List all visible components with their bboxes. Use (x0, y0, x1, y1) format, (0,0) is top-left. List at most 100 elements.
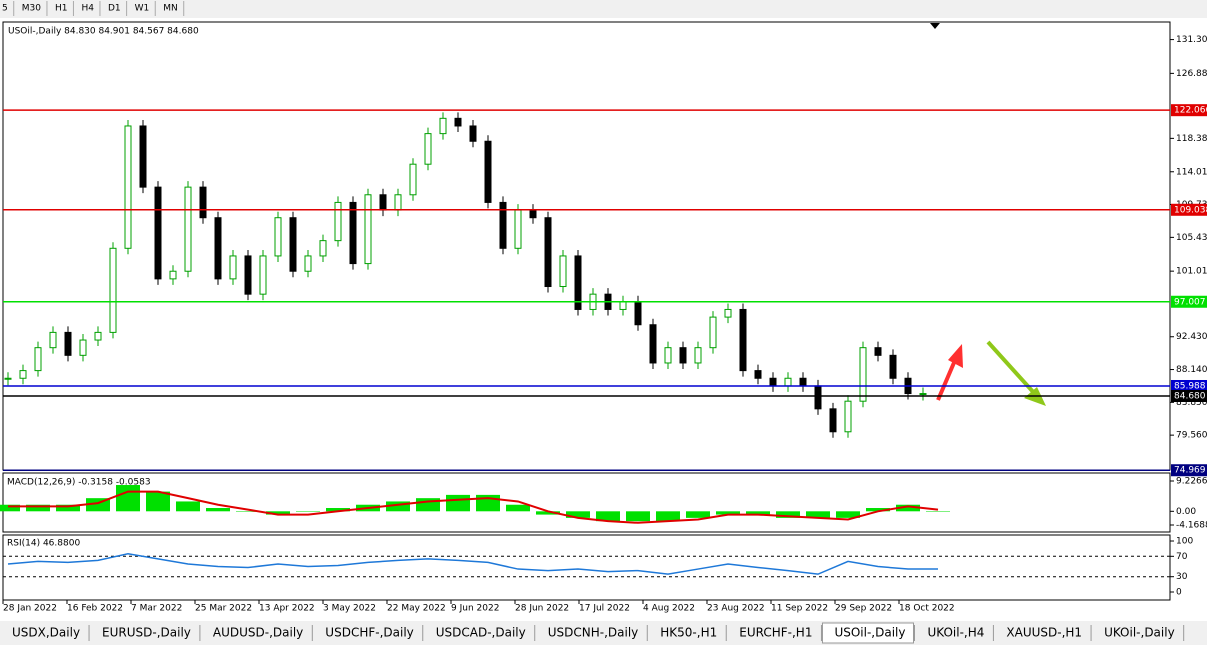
macd-bar (626, 511, 650, 522)
candle-body (574, 255, 582, 310)
macd-title: MACD(12,26,9) -0.3158 -0.0583 (7, 478, 151, 488)
y-tick-label: -4.1688 (1176, 520, 1207, 530)
macd-bar (206, 508, 230, 512)
tab[interactable]: UKOil-,H4 (927, 626, 984, 640)
candle-body (19, 370, 27, 379)
y-tick-label: 0.00 (1176, 507, 1196, 517)
y-tick-label: 30 (1176, 572, 1188, 582)
x-tick-label: 13 Apr 2022 (259, 604, 315, 614)
macd-bar (716, 511, 740, 515)
candle-body (214, 217, 222, 280)
x-tick-label: 4 Aug 2022 (643, 604, 695, 614)
tab[interactable]: HK50-,H1 (660, 626, 717, 640)
macd-bar (446, 494, 470, 512)
candle-body (409, 163, 417, 196)
tab[interactable]: EURCHF-,H1 (739, 626, 812, 640)
timeframe-button[interactable]: H4 (81, 4, 94, 14)
timeframe-button[interactable]: MN (163, 4, 178, 14)
candle-body (829, 408, 837, 433)
tab[interactable]: AUDUSD-,Daily (213, 626, 303, 640)
candle-body (349, 201, 357, 265)
candle-body (34, 347, 42, 372)
up-arrow (936, 344, 963, 401)
tab[interactable]: USDX,Daily (12, 626, 80, 640)
candle-body (529, 209, 537, 219)
tab[interactable]: USOil-,Daily (834, 626, 905, 640)
tab[interactable]: EURUSD-,Daily (102, 626, 191, 640)
candle-body (874, 347, 882, 356)
tab[interactable]: UKOil-,Daily (1104, 626, 1175, 640)
macd-bar (656, 511, 680, 522)
level-label-box (1171, 203, 1207, 216)
candle-body (289, 217, 297, 272)
candle-body (64, 331, 72, 356)
candle-body (544, 217, 552, 288)
x-tick-label: 18 Oct 2022 (899, 604, 955, 614)
chart-header: USOil-,Daily 84.830 84.901 84.567 84.680 (8, 27, 199, 37)
macd-bar (26, 504, 50, 512)
candle-body (169, 270, 177, 280)
candle-body (334, 201, 342, 242)
tab[interactable]: USDCAD-,Daily (436, 626, 526, 640)
candle-body (499, 201, 507, 249)
candle-body (49, 331, 57, 349)
x-tick-label: 16 Feb 2022 (67, 604, 123, 614)
timeframe-button[interactable]: W1 (135, 4, 150, 14)
tab-background (200, 623, 312, 643)
macd-bar (926, 511, 950, 512)
tab-background (1092, 623, 1183, 643)
candle-body (754, 370, 762, 379)
x-tick-label: 11 Sep 2022 (771, 604, 828, 614)
y-tick-label: 88.140 (1176, 365, 1207, 375)
x-tick-label: 23 Aug 2022 (707, 604, 765, 614)
timeframe-button[interactable]: H1 (55, 4, 68, 14)
macd-bar (326, 508, 350, 512)
y-tick-label: 0 (1176, 587, 1182, 597)
candle-body (484, 140, 492, 203)
tab[interactable]: USDCHF-,Daily (325, 626, 413, 640)
candle-body (79, 339, 87, 356)
tab-background (0, 623, 89, 643)
tab-background (915, 623, 993, 643)
candle-body (679, 347, 687, 364)
candle-body (274, 217, 282, 257)
candle-body (514, 209, 522, 249)
macd-signal (8, 490, 939, 524)
level-label: 97.007 (1174, 297, 1206, 307)
candle-body (709, 316, 717, 349)
x-tick-label: 9 Jun 2022 (451, 604, 499, 614)
x-tick-label: 29 Sep 2022 (835, 604, 892, 614)
timeframe-button[interactable]: M30 (22, 4, 41, 14)
x-tick-label: 22 May 2022 (387, 604, 446, 614)
main-panel (2, 21, 1171, 471)
rsi-title: RSI(14) 46.8800 (7, 539, 80, 549)
candle-body (664, 347, 672, 364)
candle-body (859, 347, 867, 402)
y-tick-label: 83.850 (1176, 398, 1207, 408)
timeframe-button[interactable]: D1 (108, 4, 121, 14)
macd-bar (296, 511, 320, 512)
candle-body (559, 255, 567, 288)
candle-body (319, 240, 327, 257)
tab[interactable]: XAUUSD-,H1 (1006, 626, 1082, 640)
x-tick-label: 17 Jul 2022 (579, 604, 630, 614)
candle-body (124, 125, 132, 249)
macd-bar (836, 511, 860, 518)
candle-body (259, 255, 267, 295)
tab-background (994, 623, 1091, 643)
macd-bar (116, 485, 140, 512)
candle-body (184, 186, 192, 272)
level-label: 85.988 (1174, 381, 1206, 391)
candle-body (799, 377, 807, 387)
y-tick-label: 101.010 (1176, 267, 1207, 277)
x-tick-label: 25 Mar 2022 (195, 604, 252, 614)
candle-body (139, 125, 147, 188)
candle-body (109, 247, 117, 333)
timeframe-button[interactable]: 5 (2, 4, 8, 14)
tab[interactable]: USDCNH-,Daily (548, 626, 639, 640)
macd-bar (386, 501, 410, 512)
candle-body (199, 186, 207, 219)
tab-background (313, 623, 422, 643)
y-tick-label: 126.880 (1176, 69, 1207, 79)
